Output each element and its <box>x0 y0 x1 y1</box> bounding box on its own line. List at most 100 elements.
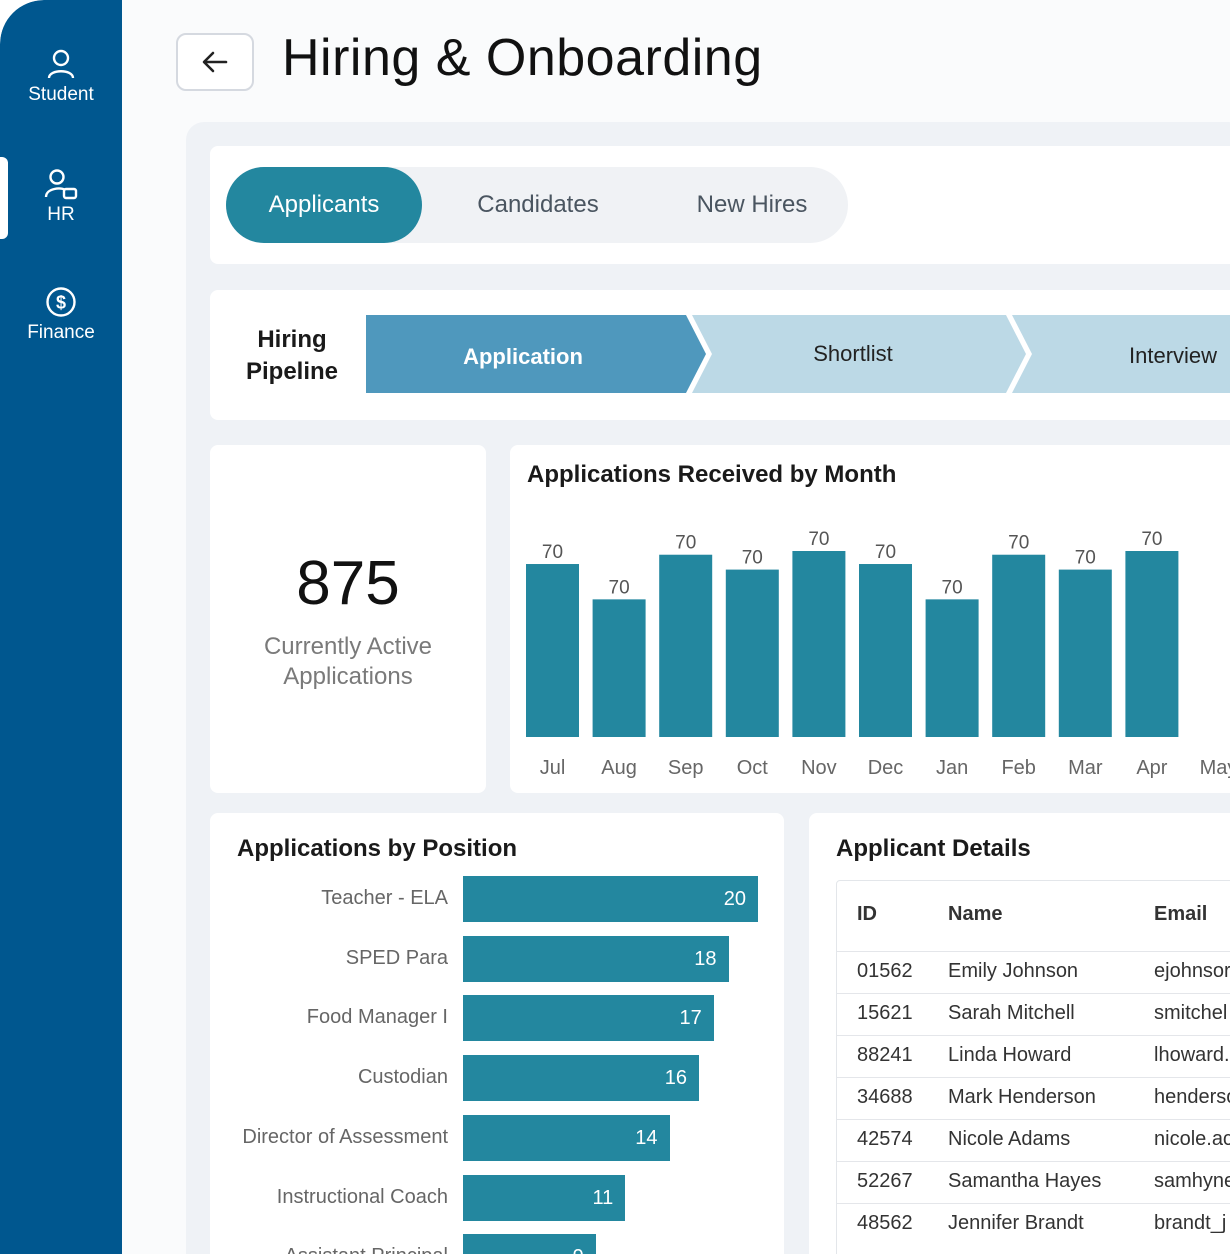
bar-position[interactable]: 11 <box>463 1174 626 1221</box>
pipeline-chevrons <box>366 315 1230 393</box>
x-tick-label: Sep <box>668 757 704 779</box>
pipeline-stage-interview[interactable] <box>1012 315 1230 393</box>
column-header-email[interactable]: Email <box>1154 903 1208 925</box>
page-title: Hiring & Onboarding <box>282 29 763 87</box>
cell-name: Nicole Adams <box>948 1128 1071 1150</box>
bar-nov[interactable] <box>792 551 846 737</box>
x-tick-label: Nov <box>801 757 837 779</box>
sidebar-item-hr[interactable]: HR <box>0 168 122 226</box>
x-tick-label: Feb <box>1001 757 1035 779</box>
table-row[interactable]: 88241 Linda Howard lhoward. <box>837 1035 1230 1078</box>
bar-sep[interactable] <box>659 554 713 737</box>
sidebar-item-label: Student <box>28 84 94 105</box>
cell-id: 48562 <box>857 1212 913 1234</box>
table-row[interactable]: 01562 Emily Johnson ejohnsor <box>837 951 1230 994</box>
tab-candidates[interactable]: Candidates <box>477 191 599 218</box>
bar-feb[interactable] <box>992 554 1046 737</box>
x-tick-label: Apr <box>1136 757 1167 779</box>
bar-position[interactable]: 16 <box>463 1055 699 1102</box>
x-tick-label: Mar <box>1068 757 1103 779</box>
sidebar-item-student[interactable]: Student <box>0 48 122 106</box>
sidebar: Student HR $ Finance <box>0 0 122 1254</box>
tab-bar: Applicants Candidates New Hires <box>226 167 848 243</box>
x-tick-label: Jul <box>540 757 566 779</box>
cell-name: Emily Johnson <box>948 960 1079 982</box>
dollar-circle-icon: $ <box>46 287 76 317</box>
tab-new-hires[interactable]: New Hires <box>696 191 808 218</box>
cell-id: 34688 <box>857 1086 913 1108</box>
sidebar-item-label: Finance <box>27 322 95 343</box>
x-tick-label: Dec <box>868 757 904 779</box>
table-row[interactable]: 15621 Sarah Mitchell smitchel <box>837 993 1230 1036</box>
y-tick-label: SPED Para <box>345 946 448 969</box>
cell-id: 15621 <box>857 1002 913 1024</box>
pipeline-label-line2: Pipeline <box>245 358 339 385</box>
cell-email: lhoward. <box>1154 1044 1230 1066</box>
kpi-value: 875 <box>296 549 400 618</box>
kpi-label: Currently Active Applications <box>210 632 486 692</box>
pipeline-label-line1: Hiring <box>257 326 327 353</box>
kpi-label-line2: Applications <box>283 663 413 690</box>
bar-jan[interactable] <box>925 599 979 737</box>
cell-name: Linda Howard <box>948 1044 1072 1066</box>
cell-id: 52267 <box>857 1170 913 1192</box>
monthly-bar-chart: 70 Jul 70 Aug 70 Sep 70 Oct 70 Nov 70 Dec 70 Jan 70 Feb… <box>526 529 1230 779</box>
data-label: 70 <box>808 529 829 550</box>
pipeline-stage-application[interactable] <box>366 315 706 393</box>
svg-text:$: $ <box>56 293 66 313</box>
cell-id: 01562 <box>857 960 913 982</box>
data-label: 18 <box>694 947 717 970</box>
x-tick-label: May <box>1200 757 1230 779</box>
bar-position[interactable]: 17 <box>463 995 714 1042</box>
bar-position[interactable]: 18 <box>463 935 729 982</box>
bar-oct[interactable] <box>725 569 779 737</box>
sidebar-item-finance[interactable]: $ Finance <box>0 286 122 344</box>
cell-id: 42574 <box>857 1128 913 1150</box>
cell-name: Sarah Mitchell <box>948 1002 1075 1024</box>
bar-dec[interactable] <box>859 564 912 737</box>
cell-name: Samantha Hayes <box>948 1170 1102 1192</box>
column-header-name[interactable]: Name <box>948 903 1003 925</box>
table-row[interactable]: 48562 Jennifer Brandt brandt_j <box>837 1203 1230 1246</box>
users-icon <box>44 169 78 200</box>
table-row[interactable]: 34688 Mark Henderson henderso <box>837 1077 1230 1120</box>
user-icon <box>47 49 75 79</box>
bar-mar[interactable] <box>1058 569 1112 737</box>
pipeline-stage-label: Shortlist <box>813 341 893 366</box>
tab-applicants[interactable]: Applicants <box>226 167 422 243</box>
data-label: 14 <box>635 1126 658 1149</box>
data-label: 70 <box>609 577 630 598</box>
bar-position[interactable]: 9 <box>463 1234 596 1254</box>
applicant-details-title: Applicant Details <box>836 835 1031 862</box>
kpi-card <box>210 445 486 793</box>
data-label: 70 <box>742 548 763 569</box>
x-tick-label: Jan <box>936 757 968 779</box>
cell-email: henderso <box>1154 1086 1230 1108</box>
column-header-id[interactable]: ID <box>857 903 877 925</box>
cell-email: ejohnsor <box>1154 960 1230 982</box>
bar-jul[interactable] <box>526 564 579 737</box>
monthly-chart-title: Applications Received by Month <box>527 461 897 488</box>
bar-apr[interactable] <box>1125 551 1179 737</box>
bar-position[interactable]: 14 <box>463 1114 670 1161</box>
y-tick-label: Teacher - ELA <box>321 887 448 909</box>
table-row[interactable]: 42574 Nicole Adams nicole.ac <box>837 1119 1230 1162</box>
pipeline-label: Hiring Pipeline <box>228 324 356 388</box>
applicant-table: ID Name Email 01562 Emily Johnson ejohns… <box>836 880 1230 1254</box>
cell-name: Mark Henderson <box>948 1086 1096 1108</box>
data-label: 20 <box>723 888 746 910</box>
data-label: 9 <box>573 1234 584 1254</box>
bar-aug[interactable] <box>592 599 646 737</box>
kpi-label-line1: Currently Active <box>263 633 433 660</box>
x-tick-label: Oct <box>737 757 769 779</box>
cell-email: nicole.ac <box>1154 1128 1230 1150</box>
x-tick-label: Aug <box>601 757 637 779</box>
bar-position[interactable]: 20 <box>463 876 758 922</box>
cell-name: Jennifer Brandt <box>948 1212 1084 1234</box>
table-row[interactable]: 52267 Samantha Hayes samhyne <box>837 1161 1230 1204</box>
data-label: 11 <box>592 1186 614 1209</box>
data-label: 70 <box>675 533 696 554</box>
back-button[interactable] <box>176 33 254 91</box>
pipeline-stage-shortlist[interactable] <box>692 315 1026 393</box>
